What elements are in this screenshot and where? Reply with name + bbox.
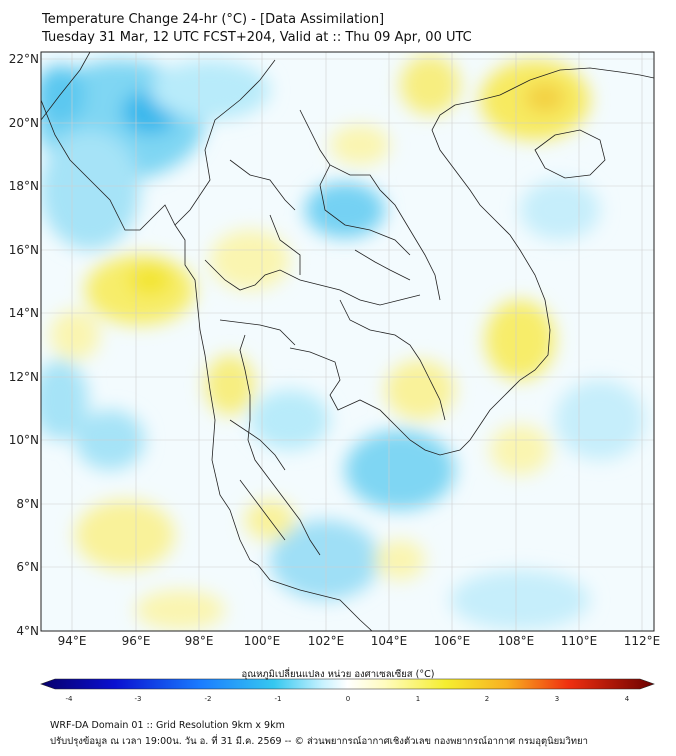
coastlines-borders: [41, 52, 654, 631]
lat-label: 4°N: [16, 624, 39, 638]
colorbar-label: อุณหภูมิเปลี่ยนแปลง หน่วย องศาเซลเซียส (…: [241, 669, 435, 680]
colorbar-tick: -4: [66, 695, 74, 703]
lat-label: 20°N: [9, 116, 39, 130]
lon-label: 110°E: [561, 634, 598, 648]
lat-label: 10°N: [9, 433, 39, 447]
latitude-axis: 22°N 20°N 18°N 16°N 14°N 12°N 10°N 8°N 6…: [9, 52, 39, 638]
lon-label: 94°E: [58, 634, 87, 648]
lon-label: 96°E: [122, 634, 151, 648]
lat-label: 14°N: [9, 306, 39, 320]
footer-model-info: WRF-DA Domain 01 :: Grid Resolution 9km …: [50, 720, 285, 731]
colorbar-tick: -2: [205, 695, 212, 703]
lon-label: 104°E: [371, 634, 408, 648]
lat-label: 22°N: [9, 52, 39, 66]
colorbar-tick: 2: [485, 695, 489, 703]
lat-label: 6°N: [16, 560, 39, 574]
lon-label: 100°E: [244, 634, 281, 648]
lon-label: 112°E: [624, 634, 661, 648]
lat-label: 8°N: [16, 497, 39, 511]
lon-label: 106°E: [434, 634, 471, 648]
colorbar-ticks: -4 -3 -2 -1 0 1 2 3 4: [66, 695, 630, 703]
colorbar-tick: 4: [625, 695, 630, 703]
lat-label: 18°N: [9, 179, 39, 193]
colorbar-tick: 1: [416, 695, 420, 703]
map-title: Temperature Change 24-hr (°C) - [Data As…: [42, 12, 385, 27]
gridlines: [41, 52, 654, 631]
colorbar-tick: 3: [555, 695, 559, 703]
lat-label: 12°N: [9, 370, 39, 384]
map-frame: [40, 51, 655, 632]
longitude-axis: 94°E 96°E 98°E 100°E 102°E 104°E 106°E 1…: [58, 634, 661, 648]
map-subtitle: Tuesday 31 Mar, 12 UTC FCST+204, Valid a…: [42, 30, 472, 45]
colorbar: [40, 678, 655, 690]
lon-label: 102°E: [308, 634, 345, 648]
lon-label: 98°E: [185, 634, 214, 648]
colorbar-tick: -3: [135, 695, 142, 703]
lat-label: 16°N: [9, 243, 39, 257]
footer-update-info: ปรับปรุงข้อมูล ณ เวลา 19:00น. วัน อ. ที่…: [50, 736, 588, 747]
colorbar-tick: 0: [346, 695, 350, 703]
temperature-field: [41, 52, 654, 631]
colorbar-tick: -1: [275, 695, 282, 703]
lon-label: 108°E: [498, 634, 535, 648]
